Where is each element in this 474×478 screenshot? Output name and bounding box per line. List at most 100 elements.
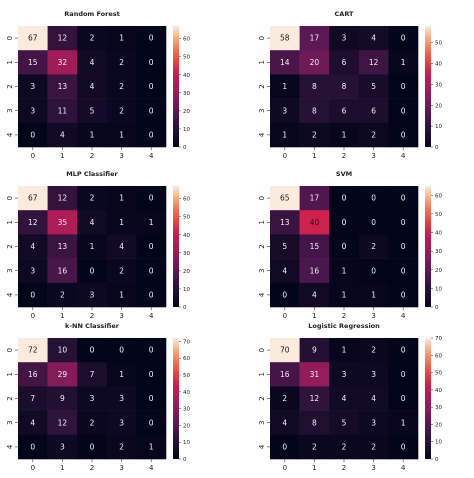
heatmap-cell xyxy=(358,282,389,308)
heatmap-cell xyxy=(358,50,389,75)
heatmap-cell xyxy=(106,122,137,148)
cell-value-label: 6 xyxy=(342,106,347,115)
cell-value-label: 3 xyxy=(119,418,124,427)
cell-value-label: 70 xyxy=(280,346,290,355)
colorbar-tick-label: 50 xyxy=(183,373,190,379)
heatmap-cell xyxy=(329,50,360,75)
heatmap-cell xyxy=(270,362,300,387)
heatmap-cell xyxy=(329,74,360,99)
heatmap-cell xyxy=(18,122,48,148)
y-tick-label: 3 xyxy=(6,268,14,272)
cell-value-label: 17 xyxy=(310,34,320,43)
cell-value-label: 4 xyxy=(371,394,376,403)
cell-value-label: 3 xyxy=(342,34,347,43)
colorbar xyxy=(173,186,179,307)
cell-value-label: 2 xyxy=(119,106,124,115)
heatmap-cell xyxy=(47,410,78,436)
heatmap-cell xyxy=(329,210,360,235)
cell-value-label: 0 xyxy=(149,291,154,300)
y-tick-label: 3 xyxy=(6,420,14,424)
heatmap-cell xyxy=(18,50,48,75)
heatmap-cell xyxy=(270,258,300,284)
heatmap-cell xyxy=(77,26,108,51)
heatmap-cell xyxy=(47,434,78,460)
panel-title: k-NN Classifier xyxy=(65,322,120,330)
heatmap-cell xyxy=(270,410,300,436)
cell-value-label: 35 xyxy=(58,218,68,227)
cell-value-label: 2 xyxy=(312,131,317,140)
heatmap-cell xyxy=(106,50,137,75)
heatmap-cell xyxy=(329,386,360,411)
heatmap-cell xyxy=(106,282,137,308)
heatmap-cell xyxy=(47,26,78,51)
heatmap-cell xyxy=(106,258,137,284)
x-tick-label: 3 xyxy=(371,464,375,472)
cell-value-label: 3 xyxy=(30,82,35,91)
y-tick-label: 1 xyxy=(6,220,14,224)
heatmap-cell xyxy=(358,258,389,284)
x-tick-label: 4 xyxy=(401,312,406,320)
cell-value-label: 12 xyxy=(369,58,379,67)
heatmap-cell xyxy=(106,234,137,259)
cell-value-label: 1 xyxy=(342,131,347,140)
heatmap-cell xyxy=(18,26,48,51)
heatmap-cell xyxy=(47,122,78,148)
x-tick-label: 0 xyxy=(31,152,35,160)
cell-value-label: 0 xyxy=(342,218,347,227)
heatmap-cell xyxy=(77,410,108,436)
cell-value-label: 15 xyxy=(28,58,38,67)
cell-value-label: 29 xyxy=(58,370,68,379)
x-tick-label: 3 xyxy=(371,152,375,160)
cell-value-label: 0 xyxy=(90,266,95,275)
cell-value-label: 1 xyxy=(401,58,406,67)
y-tick-label: 4 xyxy=(258,444,266,449)
heatmap-cell xyxy=(47,282,78,308)
heatmap-cell xyxy=(136,338,167,363)
cell-value-label: 8 xyxy=(312,106,317,115)
y-tick-label: 2 xyxy=(6,84,14,88)
cell-value-label: 12 xyxy=(58,418,68,427)
cell-value-label: 0 xyxy=(342,242,347,251)
cell-value-label: 15 xyxy=(310,242,320,251)
colorbar-tick-label: 40 xyxy=(435,231,442,237)
heatmap-cell xyxy=(106,338,137,363)
cell-value-label: 0 xyxy=(149,370,154,379)
y-tick-label: 4 xyxy=(6,132,14,137)
cell-value-label: 3 xyxy=(342,370,347,379)
y-tick-label: 0 xyxy=(258,196,266,200)
heatmap-cell xyxy=(270,186,300,211)
heatmap-cell xyxy=(388,338,419,363)
heatmap-cell xyxy=(106,362,137,387)
cell-value-label: 2 xyxy=(119,82,124,91)
cell-value-label: 3 xyxy=(90,394,95,403)
x-tick-label: 2 xyxy=(90,152,94,160)
heatmap-cell xyxy=(106,186,137,211)
heatmap-cell xyxy=(329,186,360,211)
cell-value-label: 3 xyxy=(60,443,65,452)
colorbar-tick-label: 0 xyxy=(183,305,187,311)
cell-value-label: 4 xyxy=(90,58,95,67)
x-tick-label: 2 xyxy=(90,464,94,472)
cell-value-label: 65 xyxy=(280,194,290,203)
heatmap-cell xyxy=(299,234,330,259)
heatmap-cell xyxy=(388,362,419,387)
colorbar-tick-label: 20 xyxy=(183,109,190,115)
heatmap-cell xyxy=(329,122,360,148)
heatmap-cell xyxy=(299,210,330,235)
heatmap-cell xyxy=(299,258,330,284)
heatmap-cell xyxy=(270,122,300,148)
colorbar-tick-label: 0 xyxy=(183,145,187,151)
cell-value-label: 0 xyxy=(149,418,154,427)
heatmap-cell xyxy=(388,386,419,411)
heatmap-cell xyxy=(47,258,78,284)
x-tick-label: 1 xyxy=(60,152,64,160)
cell-value-label: 10 xyxy=(58,346,68,355)
heatmap-cell xyxy=(47,186,78,211)
panel-title: Random Forest xyxy=(64,10,119,18)
heatmap-cell xyxy=(299,26,330,51)
cell-value-label: 0 xyxy=(149,82,154,91)
cell-value-label: 7 xyxy=(90,370,95,379)
colorbar-tick-label: 50 xyxy=(435,41,442,47)
